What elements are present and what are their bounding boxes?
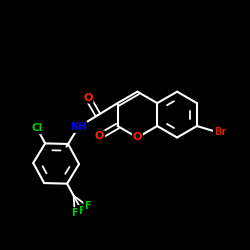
Text: F: F	[78, 206, 85, 216]
Text: NH: NH	[70, 122, 86, 132]
Text: F: F	[72, 208, 78, 218]
Text: Cl: Cl	[31, 123, 42, 133]
Text: O: O	[83, 93, 92, 103]
Text: Br: Br	[214, 127, 226, 137]
Text: F: F	[84, 201, 91, 211]
Text: O: O	[133, 132, 142, 142]
Text: O: O	[95, 131, 104, 141]
